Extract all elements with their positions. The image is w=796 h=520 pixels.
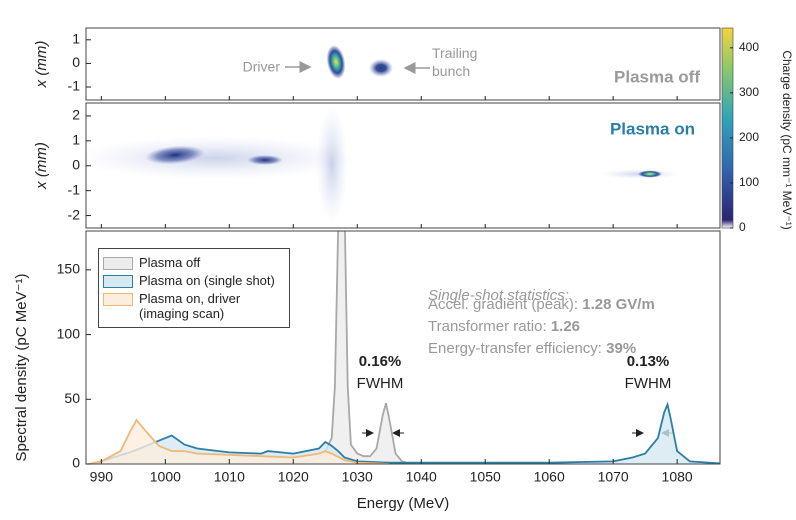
y-axis-label: x (mm) xyxy=(33,142,50,190)
x-axis-label: Energy (MeV) xyxy=(357,495,450,512)
y-tick-label: -2 xyxy=(68,206,81,222)
stats-value: 1.26 xyxy=(551,318,580,335)
annotation: 0.13% xyxy=(627,353,670,370)
y-tick-label: 1 xyxy=(72,132,80,148)
beam-image xyxy=(75,136,355,180)
colorbar-tick-label: 200 xyxy=(739,130,759,144)
legend-entry: Plasma on, driver (imaging scan) xyxy=(103,291,285,321)
stats-value: 1.28 GV/m xyxy=(582,296,655,313)
legend-label: Plasma on, driver (imaging scan) xyxy=(139,291,241,321)
x-tick-label: 1060 xyxy=(534,469,565,485)
x-tick-label: 1000 xyxy=(150,469,181,485)
beam-image xyxy=(369,59,393,77)
line xyxy=(94,401,720,464)
annotation: FWHM xyxy=(625,375,672,392)
panel-frame xyxy=(85,230,721,465)
stats-label: Accel. gradient (peak): xyxy=(428,296,582,313)
stats-line: Energy-transfer efficiency: 39% xyxy=(428,340,636,357)
legend-swatch xyxy=(103,293,133,306)
x-tick-label: 1070 xyxy=(598,469,629,485)
legend-swatch xyxy=(103,275,133,288)
y-tick-label: 100 xyxy=(57,325,81,341)
y-tick-label: 0 xyxy=(72,455,80,471)
legend-entry: Plasma off xyxy=(103,255,285,270)
panel-label: Plasma on xyxy=(610,119,695,138)
legend-swatch xyxy=(103,257,133,270)
stats-line: Transformer ratio: 1.26 xyxy=(428,318,580,335)
line xyxy=(88,418,390,464)
x-tick-label: 1040 xyxy=(406,469,437,485)
y-tick-label: 2 xyxy=(72,107,80,123)
colorbar-label: Charge density (pC mm⁻¹ MeV⁻¹) xyxy=(780,50,794,229)
legend-label: Plasma on (single shot) xyxy=(139,273,275,288)
colorbar xyxy=(721,27,734,229)
panel-frame xyxy=(85,27,721,101)
y-axis-label: x (mm) xyxy=(33,41,50,89)
x-tick-label: 1030 xyxy=(342,469,373,485)
beam-image xyxy=(247,155,283,165)
stats-label: Energy-transfer efficiency: xyxy=(428,340,606,357)
y-tick-label: -1 xyxy=(68,181,81,197)
colorbar-tick-label: 300 xyxy=(739,85,759,99)
stats-line: Accel. gradient (peak): 1.28 GV/m xyxy=(428,296,655,313)
legend-entry: Plasma on (single shot) xyxy=(103,273,285,288)
x-tick-label: 1050 xyxy=(470,469,501,485)
y-tick-label: 1 xyxy=(72,31,80,47)
panel-label: Plasma off xyxy=(614,67,700,86)
stats-value: 39% xyxy=(606,340,636,357)
annotation: Driver xyxy=(243,59,281,75)
y-axis-label: Spectral density (pC MeV⁻¹) xyxy=(13,274,30,462)
y-tick-label: 50 xyxy=(64,390,80,406)
line xyxy=(280,231,422,464)
beam-image xyxy=(145,145,205,165)
annotation: 0.16% xyxy=(359,353,402,370)
beam-image xyxy=(316,105,348,225)
stats-title: Single-shot statistics: xyxy=(428,287,569,304)
annotation: Trailing bunch xyxy=(432,45,478,79)
colorbar-tick-label: 0 xyxy=(739,220,746,234)
area-fill xyxy=(88,420,390,464)
x-tick-label: 990 xyxy=(90,469,114,485)
x-tick-label: 1010 xyxy=(214,469,245,485)
plot-area xyxy=(88,231,720,464)
x-tick-label: 1020 xyxy=(278,469,309,485)
y-tick-label: 150 xyxy=(57,261,81,277)
area-fill xyxy=(280,231,422,464)
legend: Plasma off Plasma on (single shot) Plasma … xyxy=(98,248,290,328)
x-tick-label: 1080 xyxy=(662,469,693,485)
beam-image xyxy=(638,170,662,178)
y-tick-label: 0 xyxy=(72,54,80,70)
colorbar-tick-label: 400 xyxy=(739,40,759,54)
colorbar-tick-label: 100 xyxy=(739,175,759,189)
annotation: FWHM xyxy=(357,375,404,392)
stats-label: Transformer ratio: xyxy=(428,318,551,335)
legend-label: Plasma off xyxy=(139,255,201,270)
beam-image xyxy=(326,45,346,79)
y-tick-label: -1 xyxy=(68,78,81,94)
y-tick-label: 0 xyxy=(72,156,80,172)
